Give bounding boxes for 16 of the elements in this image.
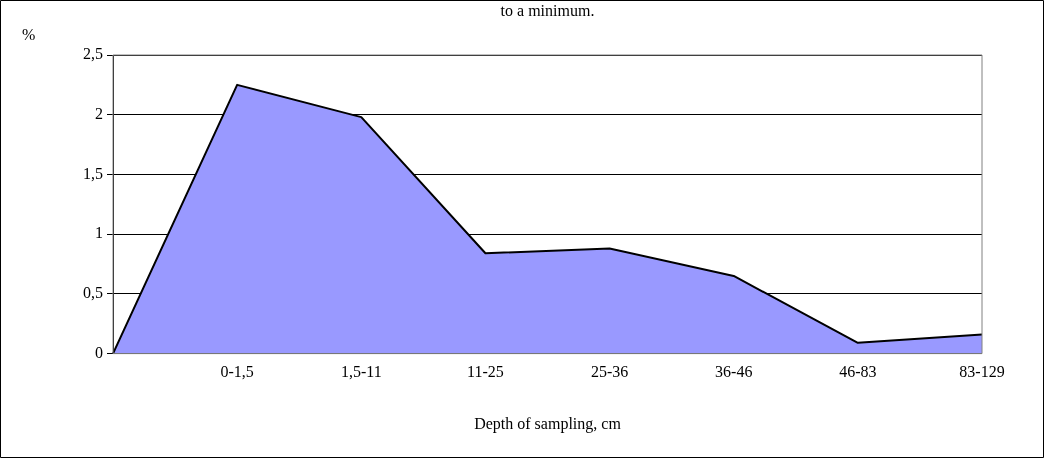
y-tick-label: 0,5 (83, 284, 103, 302)
y-tick-label: 0 (95, 343, 103, 361)
x-tick-label: 11-25 (467, 363, 504, 381)
x-tick-label: 46-83 (839, 363, 877, 381)
y-tick-label: 1 (95, 224, 103, 242)
x-tick-label: 1,5-11 (340, 363, 382, 381)
x-axis-title: Depth of sampling, cm (474, 414, 622, 433)
y-axis-title: % (22, 26, 36, 44)
y-tick-label: 2 (95, 104, 103, 122)
x-tick-label: 25-36 (590, 363, 629, 381)
text: to a minimum. (500, 2, 595, 20)
x-tick-label: 36-46 (715, 363, 753, 381)
x-tick-label: 0-1,5 (220, 363, 254, 381)
y-tick-label: 1,5 (83, 164, 103, 182)
y-tick-label: 2,5 (83, 45, 103, 63)
x-tick-label: 83-129 (959, 363, 1005, 381)
